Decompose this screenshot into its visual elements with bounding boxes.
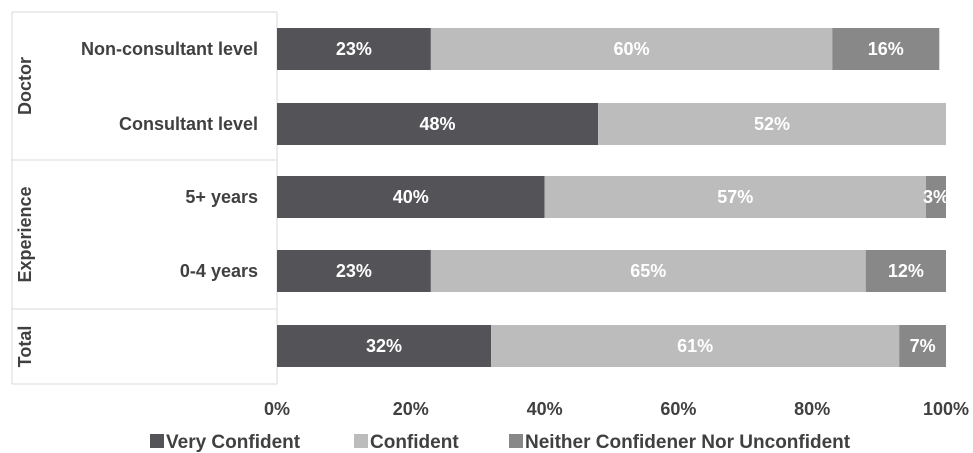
data-label: 65%: [630, 261, 666, 281]
bar-segment: [430, 250, 866, 292]
legend-label: Very Confident: [166, 432, 301, 453]
category-label: 5+ years: [185, 187, 258, 207]
x-tick-label: 0%: [264, 399, 290, 419]
category-label: Non-consultant level: [81, 39, 258, 59]
bar-segment: [277, 176, 545, 218]
bar-segment: [899, 325, 946, 367]
data-label: 3%: [923, 187, 949, 207]
bar-segment: [865, 250, 946, 292]
data-label: 60%: [614, 39, 650, 59]
x-tick-label: 20%: [393, 399, 429, 419]
bar-segment: [277, 103, 599, 145]
data-label: 16%: [868, 39, 904, 59]
data-label: 7%: [910, 336, 936, 356]
group-label: Experience: [15, 186, 35, 282]
legend-swatch: [509, 434, 523, 448]
legend-label: Confident: [370, 432, 459, 453]
category-label: 0-4 years: [180, 261, 258, 281]
bar-segment: [430, 28, 833, 70]
x-tick-label: 100%: [923, 399, 969, 419]
legend-swatch: [354, 434, 368, 448]
bar-segment: [832, 28, 940, 70]
bar-segment: [277, 250, 431, 292]
data-label: 23%: [336, 39, 372, 59]
data-label: 12%: [888, 261, 924, 281]
bar-segment: [598, 103, 946, 145]
x-tick-label: 40%: [527, 399, 563, 419]
data-label: 57%: [717, 187, 753, 207]
bar-segment: [544, 176, 926, 218]
group-label: Total: [15, 326, 35, 368]
legend-label: Neither Confidener Nor Unconfident: [525, 432, 851, 453]
data-label: 48%: [420, 114, 456, 134]
category-label: Consultant level: [119, 114, 258, 134]
x-tick-label: 60%: [660, 399, 696, 419]
data-label: 52%: [754, 114, 790, 134]
group-label: Doctor: [15, 57, 35, 115]
data-label: 40%: [393, 187, 429, 207]
bar-segment: [277, 28, 431, 70]
bar-segment: [491, 325, 900, 367]
data-label: 61%: [677, 336, 713, 356]
legend-swatch: [150, 434, 164, 448]
data-label: 32%: [366, 336, 402, 356]
bar-segment: [925, 176, 946, 218]
x-tick-label: 80%: [794, 399, 830, 419]
data-label: 23%: [336, 261, 372, 281]
bar-segment: [277, 325, 492, 367]
